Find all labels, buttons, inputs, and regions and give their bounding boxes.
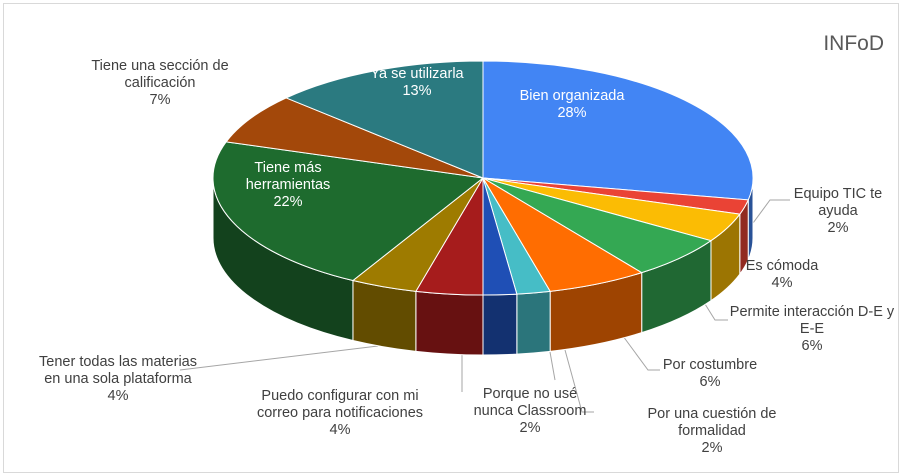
value-label: 6% (699, 374, 721, 390)
slice-label: Puedo configurar con mi correo para noti… (255, 388, 425, 439)
frame (3, 3, 899, 473)
slice-side (352, 279, 417, 352)
slice-label: Por costumbre 6% (645, 357, 775, 391)
value-label: 2% (827, 220, 849, 236)
value-label: 28% (557, 105, 587, 121)
slice-label: Permite interacción D-E y E-E 6% (722, 304, 902, 355)
slice-label: Porque no usé nunca Classroom 2% (465, 386, 595, 437)
slice-label: Por una cuestión de formalidad 2% (627, 406, 797, 457)
category-label: Puedo configurar con mi correo para noti… (256, 388, 424, 421)
leader-lines (179, 199, 790, 413)
value-label: 2% (701, 440, 723, 456)
slice (225, 97, 484, 179)
slice (212, 141, 485, 282)
category-label: Es cómoda (745, 258, 819, 274)
value-label: 4% (771, 275, 793, 291)
category-label: Permite interacción D-E y E-E (729, 304, 895, 337)
category-label: Bien organizada (519, 88, 625, 104)
slice-label: Es cómoda 4% (727, 258, 837, 292)
slice-side (482, 293, 518, 356)
category-label: Ya se utilizarla (370, 66, 464, 82)
chart-title: INFoD (823, 32, 884, 55)
category-label: Por una cuestión de formalidad (647, 406, 777, 439)
value-label: 6% (801, 338, 823, 354)
slice-label: Ya se utilizarla 13% (352, 66, 482, 100)
slice-label: Tiene una sección de calificación 7% (75, 58, 245, 109)
value-label: 4% (329, 422, 351, 438)
category-label: Tiene una sección de calificación (91, 58, 229, 91)
category-label: Tener todas las materias en una sola pla… (39, 354, 197, 387)
value-label: 2% (519, 420, 541, 436)
value-label: 7% (149, 92, 171, 108)
slice (284, 60, 484, 179)
category-label: Equipo TIC te ayuda (793, 186, 883, 219)
slice (482, 60, 754, 201)
category-label: Porque no usé nunca Classroom (473, 386, 587, 419)
slice-label: Tiene más herramientas 22% (228, 160, 348, 211)
value-label: 13% (402, 83, 432, 99)
category-label: Tiene más herramientas (245, 160, 331, 193)
slice-side (415, 290, 484, 356)
slice-label: Bien organizada 28% (497, 88, 647, 122)
slice-label: Equipo TIC te ayuda 2% (783, 186, 893, 237)
value-label: 4% (107, 388, 129, 404)
slice-label: Tener todas las materias en una sola pla… (38, 354, 198, 405)
slice-side (516, 290, 551, 355)
value-label: 22% (273, 194, 303, 210)
category-label: Por costumbre (662, 357, 758, 373)
